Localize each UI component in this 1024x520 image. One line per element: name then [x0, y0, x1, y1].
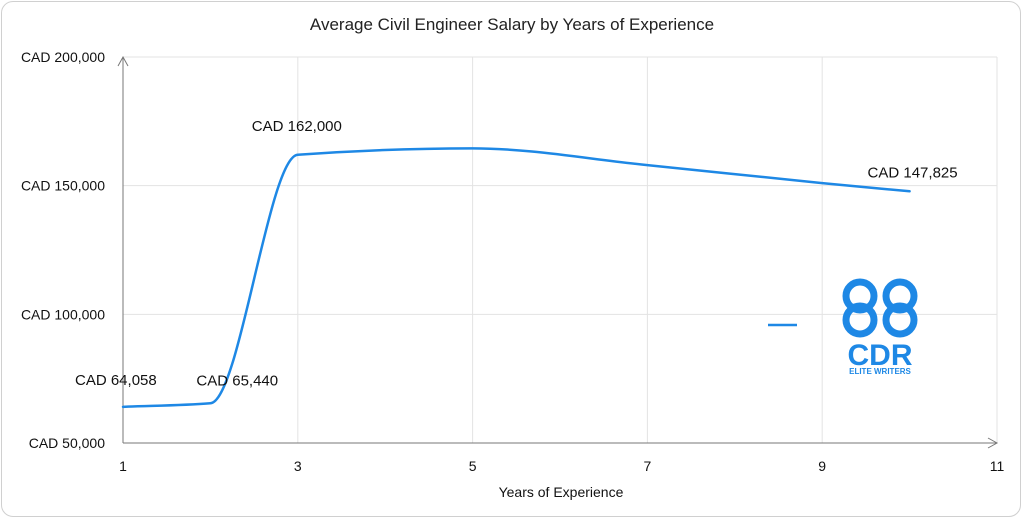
- logo-knot-icon: [842, 278, 918, 338]
- x-axis-title: Years of Experience: [499, 484, 624, 500]
- x-tick-label: 5: [469, 458, 477, 474]
- x-axis-arrow: [987, 437, 999, 449]
- chart-title: Average Civil Engineer Salary by Years o…: [310, 15, 714, 34]
- x-tick-label: 9: [818, 458, 826, 474]
- data-label: CAD 65,440: [196, 372, 278, 389]
- x-tick-label: 3: [294, 458, 302, 474]
- logo-subtext: ELITE WRITERS: [849, 367, 911, 376]
- data-label: CAD 147,825: [868, 164, 958, 181]
- data-label: CAD 162,000: [252, 118, 342, 135]
- y-tick-label: CAD 50,000: [29, 435, 105, 451]
- x-tick-label: 7: [644, 458, 652, 474]
- series-layer: [121, 147, 911, 409]
- y-tick-label: CAD 150,000: [21, 178, 105, 194]
- series-line: [121, 147, 911, 409]
- data-label: CAD 64,058: [75, 372, 157, 389]
- logo-text: CDR: [848, 339, 913, 372]
- x-tick-label: 11: [990, 458, 1005, 474]
- x-tick-label: 1: [119, 458, 127, 474]
- y-axis-arrow: [117, 55, 129, 67]
- data-label-layer: CAD 64,058 CAD 65,440 CAD 162,000 CAD 147,8…: [75, 118, 958, 389]
- y-tick-label: CAD 100,000: [21, 306, 105, 322]
- y-tick-label: CAD 200,000: [21, 49, 105, 65]
- cdr-logo: CDR ELITE WRITERS: [768, 278, 918, 376]
